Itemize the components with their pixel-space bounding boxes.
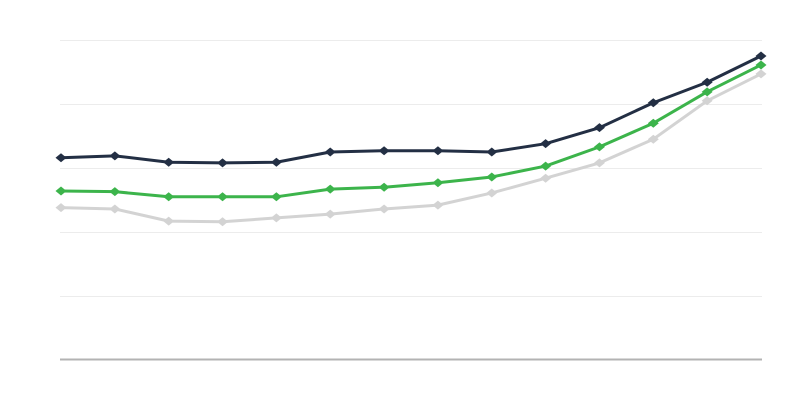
series-dark-navy-marker-diamond [217, 158, 229, 168]
series-green-marker-diamond [432, 178, 444, 188]
series-green-marker-diamond [755, 60, 767, 70]
series-dark-navy-marker-diamond [378, 146, 390, 156]
series-green-marker-diamond [270, 192, 282, 202]
series-green-marker-diamond [163, 192, 175, 202]
series-green-marker-diamond [486, 172, 498, 182]
series-green-marker-diamond [55, 186, 67, 196]
series-green-marker-diamond [217, 192, 229, 202]
series-green [55, 60, 767, 202]
series-green-marker-diamond [701, 87, 713, 97]
series-dark-navy [55, 51, 767, 168]
series-light-gray-marker-diamond [378, 204, 390, 214]
series-light-gray-marker-diamond [647, 134, 659, 144]
gridlines [60, 40, 762, 297]
series-green-marker-diamond [647, 118, 659, 128]
series-light-gray-marker-diamond [109, 204, 121, 214]
series-green-line [59, 63, 763, 199]
series-light-gray [55, 69, 767, 227]
series-dark-navy-marker-diamond [55, 153, 67, 163]
series-dark-navy-line [59, 54, 763, 165]
series-dark-navy-marker-diamond [163, 157, 175, 167]
series-light-gray-marker-diamond [755, 69, 767, 79]
series-dark-navy-marker-diamond [647, 98, 659, 108]
series-green-marker-diamond [378, 182, 390, 192]
series-light-gray-marker-diamond [540, 173, 552, 183]
series-light-gray-marker-diamond [217, 217, 229, 227]
series-dark-navy-marker-diamond [324, 147, 336, 157]
series-light-gray-marker-diamond [486, 188, 498, 198]
series-light-gray-marker-diamond [270, 213, 282, 223]
series-dark-navy-marker-diamond [593, 123, 605, 133]
series-green-marker-diamond [109, 187, 121, 197]
series-light-gray-marker-diamond [701, 96, 713, 106]
series-dark-navy-marker-diamond [540, 139, 552, 149]
series-light-gray-marker-diamond [324, 209, 336, 219]
series-green-marker-diamond [593, 142, 605, 152]
series-dark-navy-marker-diamond [432, 146, 444, 156]
series-dark-navy-marker-diamond [701, 77, 713, 87]
series-green-marker-diamond [324, 184, 336, 194]
series-light-gray-marker-diamond [593, 158, 605, 168]
series-light-gray-line [59, 72, 763, 224]
series-dark-navy-marker-diamond [109, 151, 121, 161]
series-light-gray-marker-diamond [55, 203, 67, 213]
series-dark-navy-marker-diamond [755, 51, 767, 61]
series-green-marker-diamond [540, 161, 552, 171]
series-dark-navy-marker-diamond [486, 147, 498, 157]
series-light-gray-marker-diamond [432, 200, 444, 210]
series-dark-navy-marker-diamond [270, 157, 282, 167]
series-light-gray-marker-diamond [163, 216, 175, 226]
